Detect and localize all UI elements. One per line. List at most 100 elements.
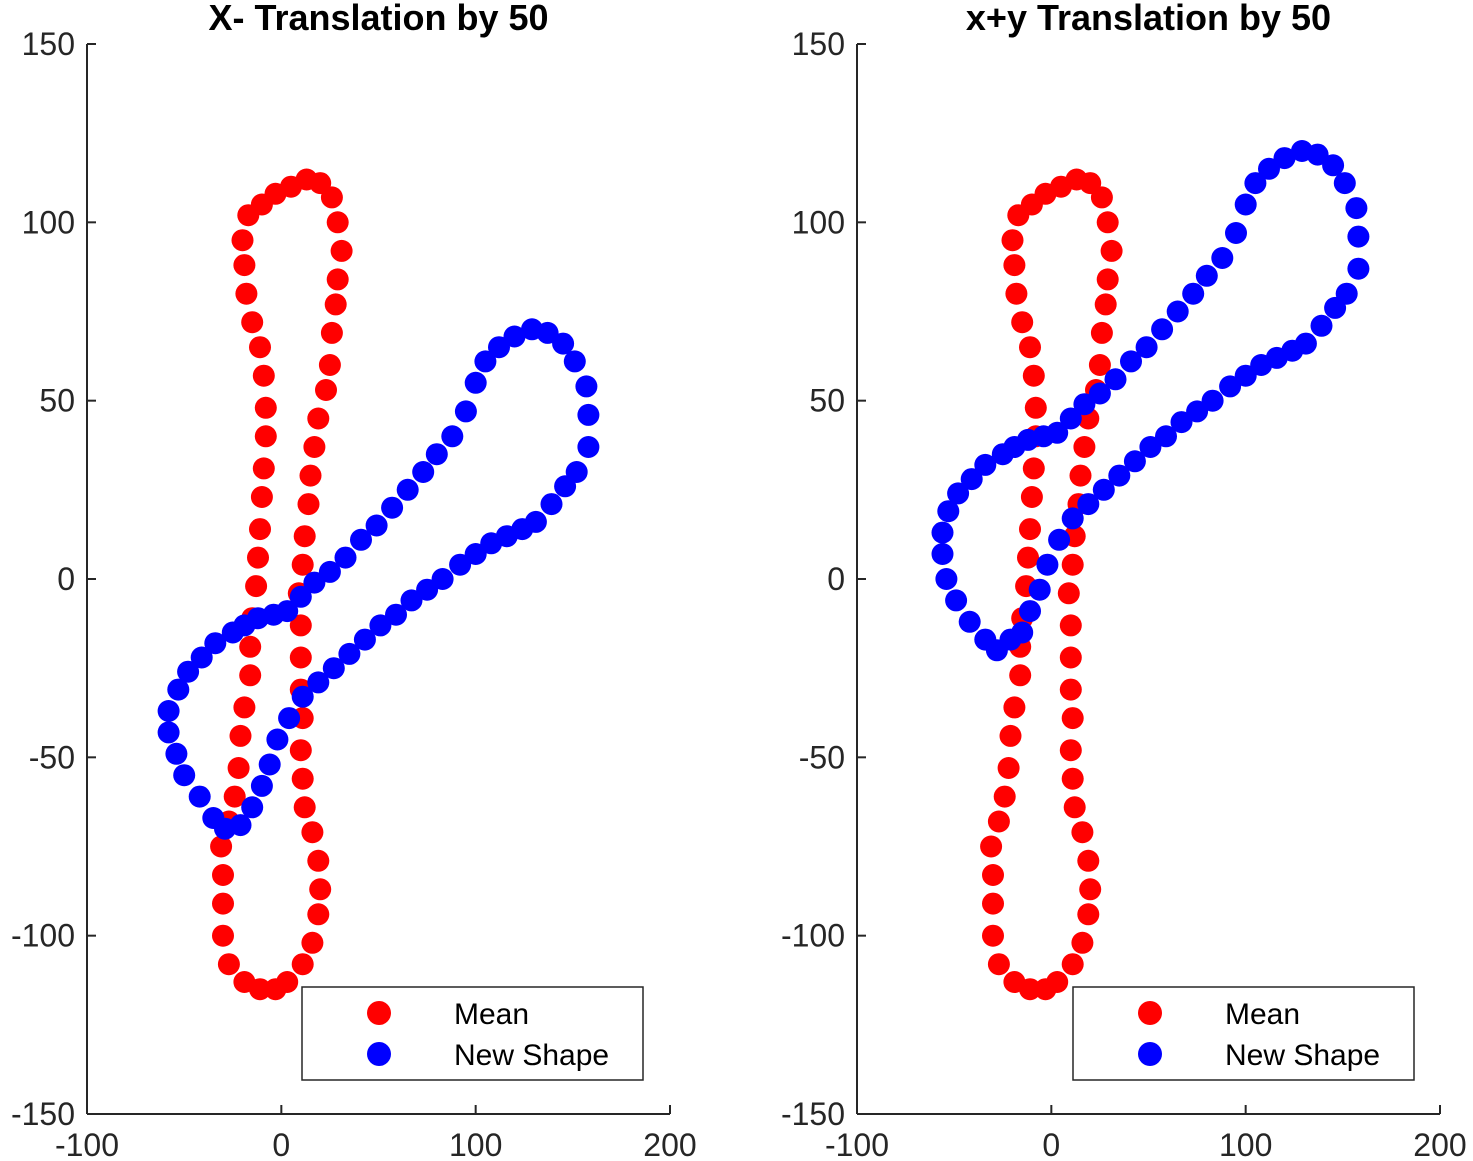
data-point — [212, 924, 234, 947]
data-point — [565, 461, 588, 483]
data-point — [1322, 154, 1345, 177]
x-tick-label: -100 — [55, 1127, 119, 1161]
data-point — [233, 971, 256, 993]
data-point — [320, 321, 343, 344]
data-point — [449, 553, 472, 576]
data-point — [974, 453, 997, 476]
data-point — [1139, 436, 1162, 458]
x-tick-label: 200 — [1413, 1127, 1466, 1161]
data-point — [1048, 528, 1071, 551]
data-point — [991, 443, 1014, 466]
legend-marker — [1138, 1042, 1162, 1066]
data-point — [1120, 350, 1142, 373]
y-tick-label: -100 — [781, 918, 845, 954]
data-point — [1090, 186, 1113, 209]
data-point — [1310, 314, 1333, 337]
data-point — [1096, 211, 1119, 234]
legend-marker — [367, 1001, 391, 1025]
data-point — [1219, 375, 1242, 398]
data-point — [1059, 407, 1082, 430]
data-point — [1011, 621, 1034, 644]
data-point — [1155, 425, 1177, 448]
data-point — [303, 571, 326, 594]
data-point — [217, 953, 240, 976]
data-point — [291, 767, 314, 790]
y-tick-label: 50 — [39, 383, 75, 419]
data-point — [210, 835, 233, 858]
series-mean — [980, 168, 1123, 1001]
data-point — [1333, 172, 1356, 195]
data-point — [227, 757, 250, 779]
data-point — [188, 785, 211, 808]
data-point — [334, 546, 357, 569]
y-tick-label: -50 — [29, 739, 75, 775]
y-tick-label: 0 — [827, 561, 845, 597]
legend-marker — [367, 1042, 391, 1066]
x-tick-label: 0 — [1042, 1127, 1060, 1161]
chart-title: X- Translation by 50 — [208, 0, 548, 38]
data-point — [552, 332, 575, 355]
data-point — [365, 514, 388, 537]
data-point — [1258, 157, 1280, 180]
data-point — [1077, 903, 1100, 926]
data-point — [157, 721, 180, 744]
x-tick-label: 100 — [1219, 1127, 1272, 1161]
data-point — [1096, 268, 1119, 291]
data-point — [1019, 518, 1041, 541]
data-point — [385, 603, 407, 626]
data-point — [1123, 450, 1146, 473]
data-point — [1104, 368, 1127, 391]
data-point — [301, 821, 324, 844]
data-point — [249, 336, 271, 359]
data-point — [235, 282, 258, 305]
data-point — [1059, 739, 1082, 762]
data-point — [1170, 411, 1193, 434]
data-point — [291, 953, 314, 976]
data-point — [935, 568, 958, 590]
data-point — [318, 560, 341, 583]
data-point — [241, 311, 264, 334]
data-point — [997, 757, 1020, 779]
data-point — [1234, 364, 1257, 387]
data-point — [474, 350, 497, 373]
data-point — [157, 700, 180, 722]
y-tick-label: -100 — [11, 918, 75, 954]
data-point — [1022, 457, 1045, 480]
data-point — [1211, 247, 1234, 269]
x-tick-label: 0 — [272, 1127, 290, 1161]
data-point — [1019, 336, 1041, 359]
chart-title: x+y Translation by 50 — [966, 0, 1331, 38]
data-point — [1061, 953, 1084, 976]
data-point — [1022, 364, 1045, 387]
data-point — [431, 568, 454, 590]
data-point — [233, 696, 256, 719]
y-tick-label: -150 — [781, 1096, 845, 1132]
data-point — [381, 496, 404, 519]
data-point — [204, 632, 227, 655]
data-point — [307, 407, 330, 430]
data-point — [1100, 239, 1123, 262]
data-point — [524, 510, 547, 533]
data-point — [173, 764, 196, 787]
data-point — [982, 892, 1004, 915]
y-tick-label: 0 — [57, 561, 75, 597]
data-point — [233, 254, 256, 277]
data-point — [1071, 821, 1094, 844]
series-new-shape — [157, 318, 600, 840]
data-point — [221, 621, 244, 644]
data-point — [258, 753, 281, 776]
data-point — [577, 436, 600, 458]
data-point — [1294, 332, 1317, 355]
legend-box — [1072, 986, 1415, 1081]
data-point — [241, 796, 264, 819]
data-point — [338, 642, 361, 665]
data-point — [1135, 336, 1158, 359]
data-point — [947, 482, 970, 505]
data-point — [1182, 282, 1205, 305]
y-tick-label: 150 — [792, 26, 845, 62]
data-point — [1028, 578, 1051, 601]
data-point — [276, 971, 299, 993]
data-point — [297, 493, 320, 516]
